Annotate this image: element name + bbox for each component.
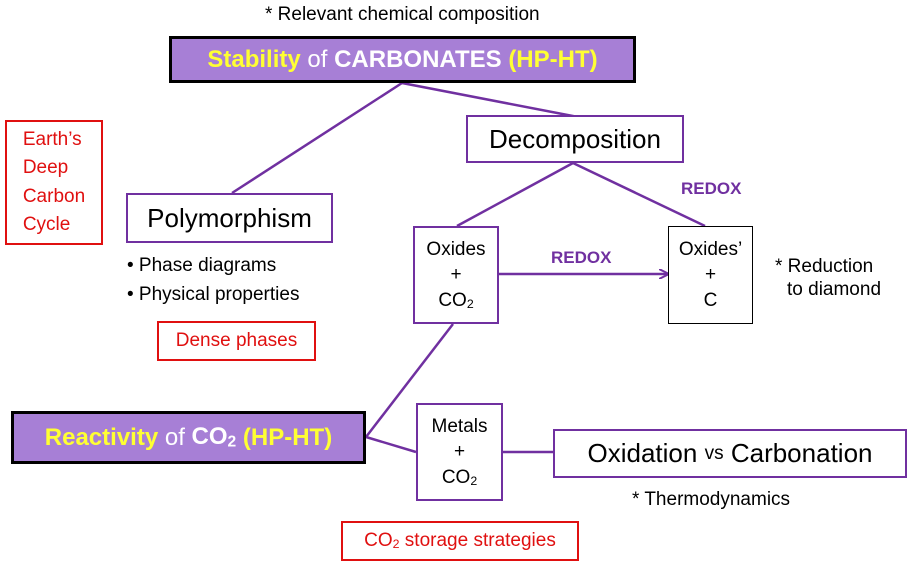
stability-word: Stability (207, 45, 301, 73)
oxides-label: Oxides (426, 238, 486, 260)
earth-deep-carbon-cycle-box: Earth’s Deep Carbon Cycle (5, 120, 103, 245)
earth-cycle-line: Carbon (22, 185, 86, 207)
earth-cycle-line: Deep (22, 157, 69, 178)
of-word: of (307, 45, 328, 73)
reduction-note-line: * Reduction (775, 256, 874, 277)
reactivity-word: Reactivity (44, 423, 159, 451)
co2-storage-label: CO2 storage strategies (364, 530, 556, 551)
reduction-note-line: to diamond (787, 278, 882, 300)
carbon-label: C (703, 289, 718, 311)
line-reactivity-metals (365, 435, 417, 454)
decomposition-box: Decomposition (466, 115, 684, 163)
co2-word: CO2 (191, 423, 237, 451)
plus-sign: + (704, 264, 717, 286)
oxidation-word: Oxidation (587, 438, 698, 468)
vs-word: vs (704, 442, 724, 464)
plus-sign: + (450, 264, 462, 286)
line-oxides-reactivity (365, 323, 454, 438)
redox-label-upper: REDOX (681, 179, 742, 198)
carbonates-word: CARBONATES (334, 45, 502, 73)
oxides-prime-c-box: Oxides’ + C (668, 226, 753, 324)
polymorphism-box: Polymorphism (126, 193, 333, 243)
redox-label-middle: REDOX (551, 248, 612, 267)
top-note: * Relevant chemical composition (265, 4, 540, 25)
oxides-co2-box: Oxides + CO2 (413, 226, 499, 324)
oxidation-vs-carbonation-box: Oxidation vs Carbonation (553, 429, 907, 478)
earth-cycle-line: Cycle (22, 214, 71, 235)
co2-label: CO2 (438, 289, 474, 311)
hp-ht-label: (HP-HT) (508, 45, 598, 73)
dense-phases-box: Dense phases (157, 321, 316, 361)
of-word: of (164, 423, 185, 451)
stability-title-box: Stability of CARBONATES (HP-HT) (169, 36, 636, 83)
metals-label: Metals (431, 415, 488, 437)
line-stability-polymorphism (231, 81, 403, 195)
metals-co2-box: Metals + CO2 (416, 403, 503, 501)
plus-sign: + (453, 441, 466, 463)
bullet-physical-properties: • Physical properties (127, 284, 300, 305)
co2-storage-box: CO2 storage strategies (341, 521, 579, 561)
line-decomposition-oxides-prime (572, 161, 706, 228)
earth-cycle-line: Earth’s (22, 128, 82, 150)
reactivity-title-box: Reactivity of CO2 (HP-HT) (11, 411, 366, 464)
co2-label: CO2 (441, 466, 478, 488)
carbonation-word: Carbonation (730, 438, 873, 468)
line-decomposition-oxides (456, 161, 574, 228)
hp-ht-label: (HP-HT) (242, 423, 333, 451)
bullet-phase-diagrams: • Phase diagrams (127, 255, 277, 276)
line-stability-decomposition (401, 81, 579, 119)
thermodynamics-note: * Thermodynamics (632, 489, 791, 510)
reduction-note: * Reduction to diamond (775, 256, 881, 302)
oxides-prime-label: Oxides’ (678, 238, 743, 260)
